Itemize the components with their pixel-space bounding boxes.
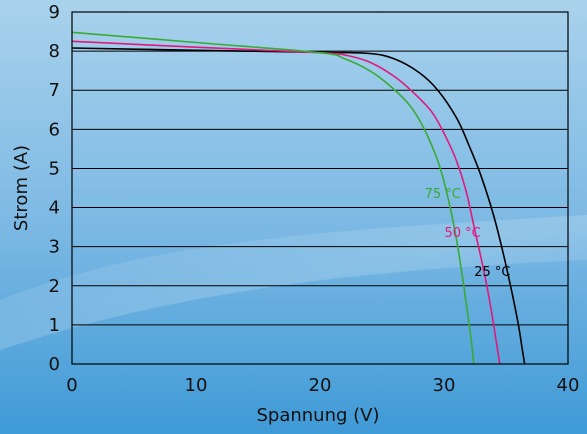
axes [71, 11, 569, 365]
x-tick-label: 40 [557, 375, 580, 396]
series-annotation: 25 °C [474, 265, 510, 280]
background-swoosh [0, 215, 587, 350]
series-annotation: 50 °C [444, 226, 480, 241]
y-tick-label: 1 [49, 315, 60, 336]
y-tick-label: 8 [49, 41, 60, 62]
series-lines [71, 31, 526, 365]
y-tick-label: 9 [49, 2, 60, 23]
series-annotation: 75 °C [425, 187, 461, 202]
x-tick-label: 10 [185, 375, 208, 396]
tick-labels: 0 1 2 3 4 5 6 7 8 9 0 10 20 30 40 [49, 2, 580, 396]
y-tick-label: 2 [49, 276, 60, 297]
plot-frame [71, 11, 569, 365]
x-tick-label: 0 [66, 375, 77, 396]
grid [72, 11, 568, 326]
x-tick-label: 30 [433, 375, 456, 396]
y-tick-label: 6 [49, 119, 60, 140]
y-tick-label: 3 [49, 237, 60, 258]
y-tick-label: 7 [49, 80, 60, 101]
y-axis-label: Strom (A) [11, 145, 32, 231]
x-tick-label: 20 [309, 375, 332, 396]
y-tick-label: 4 [49, 198, 60, 219]
y-tick-label: 0 [49, 354, 60, 375]
y-tick-label: 5 [49, 158, 60, 179]
annotations: 25 °C 50 °C 75 °C [425, 187, 511, 280]
series-line [71, 31, 475, 365]
x-axis-label: Spannung (V) [256, 405, 379, 426]
